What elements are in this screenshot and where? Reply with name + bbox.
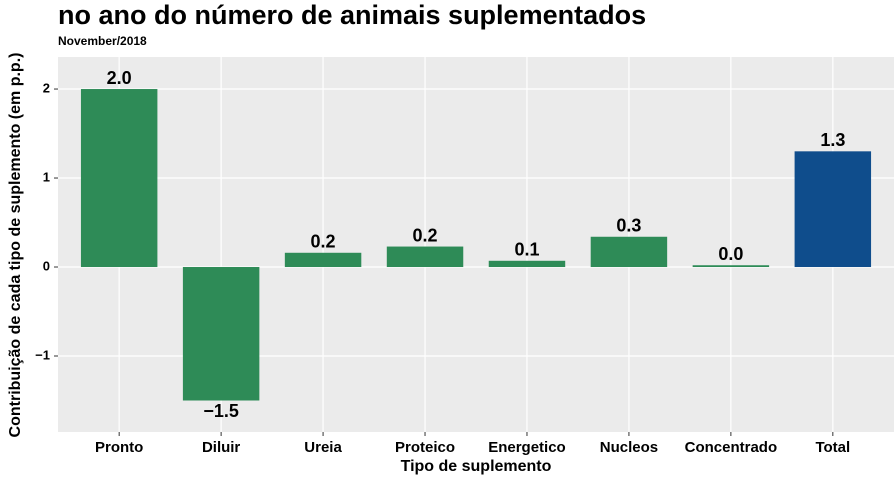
chart-title: no ano do número de animais suplementado… <box>58 0 646 30</box>
x-axis-label: Tipo de suplemento <box>401 458 552 475</box>
x-tick-label: Proteico <box>395 439 455 456</box>
chart-subtitle: November/2018 <box>58 34 147 48</box>
value-label: 0.3 <box>616 216 641 236</box>
bar <box>488 260 566 268</box>
value-label: 0.2 <box>311 232 336 252</box>
x-tick-label: Total <box>815 439 850 456</box>
y-tick-label: −1 <box>35 347 50 362</box>
bar <box>692 265 770 268</box>
bar <box>284 252 362 268</box>
value-label: 0.1 <box>514 240 539 260</box>
x-tick-label: Concentrado <box>685 439 778 456</box>
x-tick-label: Ureia <box>304 439 342 456</box>
bar <box>182 267 260 401</box>
value-label: 2.0 <box>107 68 132 88</box>
bar <box>386 246 464 268</box>
bar <box>590 236 668 268</box>
x-tick-label: Energetico <box>488 439 566 456</box>
y-tick-label: 2 <box>43 80 50 95</box>
value-label: 1.3 <box>820 130 845 150</box>
y-axis-label: Contribuição de cada tipo de suplemento … <box>7 53 24 438</box>
bar <box>794 151 872 268</box>
y-tick-label: 1 <box>43 169 50 184</box>
y-tick-label: 0 <box>43 258 50 273</box>
value-label: 0.0 <box>718 244 743 264</box>
x-tick-label: Nucleos <box>600 439 658 456</box>
value-label: 0.2 <box>413 225 438 245</box>
bar <box>80 89 158 268</box>
x-tick-label: Diluir <box>202 439 240 456</box>
x-tick-label: Pronto <box>95 439 143 456</box>
value-label: −1.5 <box>203 401 239 421</box>
